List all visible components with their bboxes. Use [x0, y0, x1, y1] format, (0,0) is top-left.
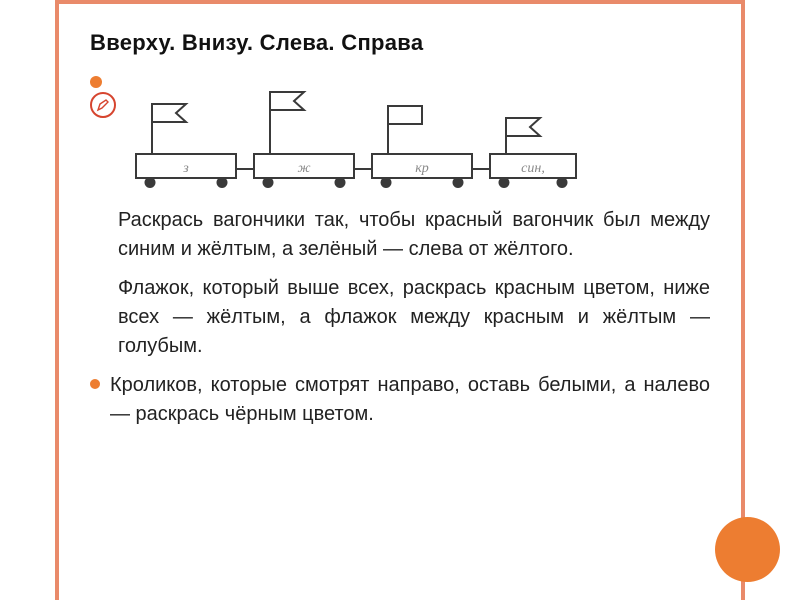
train-diagram: з ж кр син, [126, 88, 586, 198]
svg-text:син,: син, [521, 161, 545, 176]
bullet-icon [90, 76, 102, 88]
task-1-text: Раскрась вагончики так, чтобы красный ва… [118, 206, 710, 361]
svg-text:з: з [182, 161, 189, 176]
pencil-icon [90, 92, 116, 118]
slide-border-left [55, 0, 59, 600]
slide-border-top [55, 0, 745, 4]
task-2-p1: Кроликов, которые смотрят направо, остав… [110, 371, 710, 429]
svg-text:кр: кр [415, 161, 429, 176]
content-area: Вверху. Внизу. Слева. Справа з ж кр син, [90, 30, 710, 445]
bullet-icon [90, 379, 100, 389]
section-train: з ж кр син, Раскрась вагончики так, чтобы к… [90, 70, 710, 361]
task-1-p2: Флажок, который выше всех, раскрась крас… [118, 274, 710, 361]
section-rabbits: Кроликов, которые смотрят направо, остав… [90, 371, 710, 439]
svg-text:ж: ж [297, 161, 310, 176]
task-1-p1: Раскрась вагончики так, чтобы красный ва… [118, 206, 710, 264]
slide-border-right [741, 0, 745, 600]
page-title: Вверху. Внизу. Слева. Справа [90, 30, 710, 56]
task-2-text: Кроликов, которые смотрят направо, остав… [110, 371, 710, 439]
corner-accent-circle [715, 517, 780, 582]
